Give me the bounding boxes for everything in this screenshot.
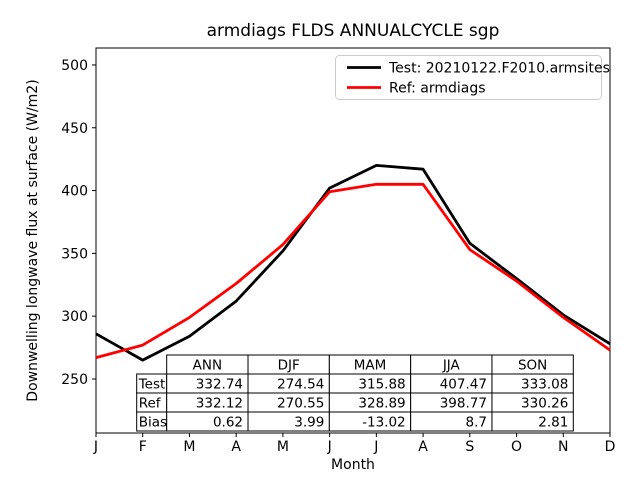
table-header-label: JJA (442, 358, 461, 374)
y-axis-label: Downwelling longwave flux at surface (W/… (25, 79, 41, 401)
x-tick-label: S (465, 439, 474, 455)
x-tick-label: J (93, 439, 98, 455)
table-cell-value: 333.08 (521, 377, 568, 393)
table-cell-value: 270.55 (277, 396, 324, 412)
x-axis-label: Month (331, 457, 375, 473)
table-cell-value: 330.26 (521, 396, 568, 412)
table-cell-value: 3.99 (294, 415, 324, 431)
y-tick-label: 350 (61, 246, 88, 262)
chart-title: armdiags FLDS ANNUALCYCLE sgp (207, 21, 500, 41)
table-header-label: DJF (278, 358, 300, 374)
legend-box (335, 55, 602, 100)
y-tick-label: 500 (61, 58, 88, 74)
x-tick-label: A (231, 439, 241, 455)
legend: Test: 20210122.F2010.armsites Ref: armdia… (335, 55, 610, 100)
x-tick-label: M (277, 439, 289, 455)
table-cell-value: 8.7 (465, 415, 486, 431)
legend-entry-label: Test: 20210122.F2010.armsites (388, 61, 610, 77)
axes-frame (95, 47, 611, 434)
x-tick-label: J (327, 439, 332, 455)
y-tick-label: 300 (61, 309, 88, 325)
table-cell-value: 328.89 (358, 396, 405, 412)
table-row-label: Test (138, 377, 166, 393)
x-tick-label: O (511, 439, 522, 455)
x-tick-label: N (558, 439, 568, 455)
table-cell-value: 315.88 (358, 377, 405, 393)
table-cell (491, 411, 574, 432)
table-cell-value: 2.81 (538, 415, 568, 431)
test-line (95, 163, 611, 362)
x-tick-label: M (183, 439, 195, 455)
table-cell-value: 332.12 (196, 396, 243, 412)
y-tick-label: 250 (61, 372, 88, 388)
y-tick-label: 400 (61, 184, 88, 200)
x-tick-label: J (373, 439, 378, 455)
table-row-label: Bias (139, 415, 167, 431)
table-row-label: Ref (139, 396, 162, 412)
table-cell-value: 398.77 (440, 396, 487, 412)
x-tick-label: F (139, 439, 147, 455)
table-cell-value: 0.62 (213, 415, 243, 431)
table-header-label: SON (518, 358, 547, 374)
y-tick-label: 450 (61, 121, 88, 137)
table-cell-value: 274.54 (277, 377, 324, 393)
table-cell-value: -13.02 (362, 415, 406, 431)
table-cell-value: 407.47 (440, 377, 487, 393)
x-tick-label: D (605, 439, 616, 455)
stats-table: ANN DJF MAM JJA SON Test 332.74 274.54 315.88 407… (136, 354, 574, 432)
table-header-label: MAM (354, 358, 387, 374)
table-header-label: ANN (193, 358, 222, 374)
legend-entry-label: Ref: armdiags (389, 81, 486, 97)
table-cell-value: 332.74 (196, 377, 243, 393)
ref-line (95, 182, 611, 359)
x-tick-label: A (418, 439, 428, 455)
